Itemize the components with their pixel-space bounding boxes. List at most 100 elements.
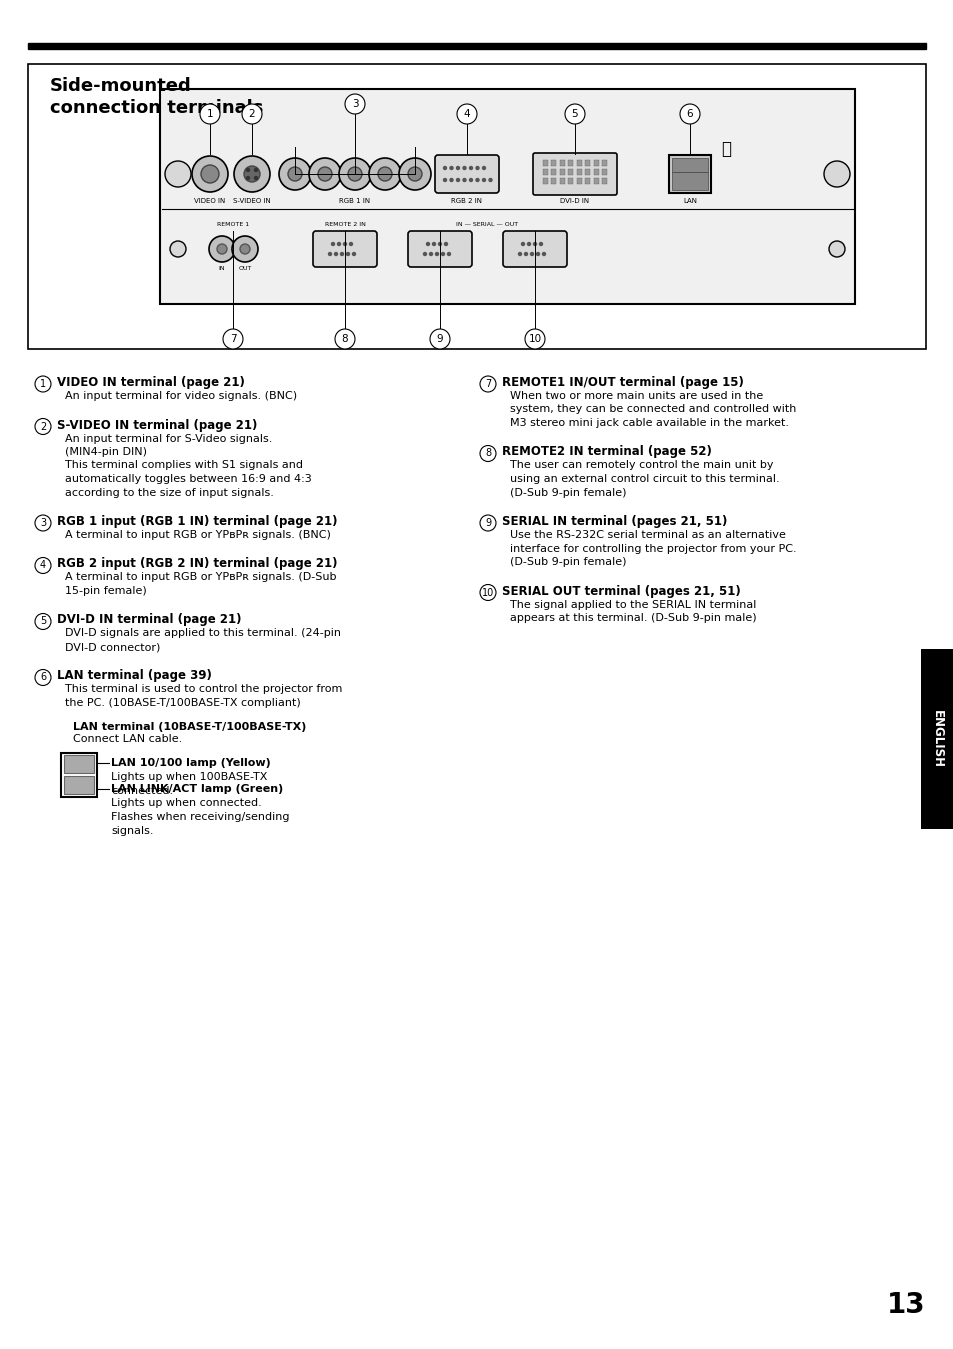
Circle shape [533, 243, 536, 246]
Circle shape [200, 104, 220, 124]
Text: 5: 5 [571, 109, 578, 119]
Text: LAN terminal (page 39): LAN terminal (page 39) [57, 669, 212, 683]
Circle shape [209, 236, 234, 262]
Bar [602, 169, 607, 175]
Circle shape [35, 669, 51, 685]
Text: RGB 2 input (RGB 2 IN) terminal (page 21): RGB 2 input (RGB 2 IN) terminal (page 21… [57, 557, 337, 571]
Circle shape [223, 329, 243, 349]
Circle shape [462, 178, 465, 182]
Circle shape [349, 243, 352, 246]
Circle shape [240, 244, 250, 254]
Text: VIDEO IN terminal (page 21): VIDEO IN terminal (page 21) [57, 376, 245, 389]
Circle shape [345, 94, 365, 115]
Circle shape [521, 243, 524, 246]
Text: LAN 10/100 lamp (Yellow): LAN 10/100 lamp (Yellow) [111, 758, 271, 769]
Circle shape [542, 252, 545, 255]
Text: A terminal to input RGB or YPʙPʀ signals. (BNC): A terminal to input RGB or YPʙPʀ signals… [65, 530, 331, 540]
Text: Lights up when connected.: Lights up when connected. [111, 799, 261, 808]
Circle shape [335, 252, 337, 255]
Circle shape [441, 252, 444, 255]
Text: VIDEO IN: VIDEO IN [194, 198, 226, 204]
Text: ⌔: ⌔ [720, 140, 730, 158]
Circle shape [530, 252, 533, 255]
Text: S-VIDEO IN terminal (page 21): S-VIDEO IN terminal (page 21) [57, 418, 257, 432]
Text: When two or more main units are used in the: When two or more main units are used in … [510, 391, 762, 401]
Text: SERIAL OUT terminal (pages 21, 51): SERIAL OUT terminal (pages 21, 51) [501, 584, 740, 598]
Text: DVI-D connector): DVI-D connector) [65, 642, 160, 652]
FancyBboxPatch shape [533, 152, 617, 196]
Bar [160, 89, 854, 304]
Text: 9: 9 [436, 335, 443, 344]
Bar [28, 43, 925, 49]
Circle shape [328, 252, 331, 255]
Text: This terminal is used to control the projector from: This terminal is used to control the pro… [65, 684, 342, 695]
Bar [577, 169, 581, 175]
Text: RGB 1 input (RGB 1 IN) terminal (page 21): RGB 1 input (RGB 1 IN) terminal (page 21… [57, 515, 337, 527]
Text: LAN terminal (10BASE-T/100BASE-TX): LAN terminal (10BASE-T/100BASE-TX) [73, 722, 306, 731]
Bar [577, 178, 581, 183]
Bar [585, 161, 590, 166]
Circle shape [479, 515, 496, 532]
Text: interface for controlling the projector from your PC.: interface for controlling the projector … [510, 544, 796, 553]
Text: A terminal to input RGB or YPʙPʀ signals. (D-Sub: A terminal to input RGB or YPʙPʀ signals… [65, 572, 336, 583]
Text: Side-mounted: Side-mounted [50, 77, 192, 94]
Circle shape [456, 104, 476, 124]
Text: 9: 9 [484, 518, 491, 527]
Circle shape [438, 243, 441, 246]
Circle shape [432, 243, 435, 246]
Circle shape [823, 161, 849, 188]
Circle shape [192, 156, 228, 192]
Circle shape [309, 158, 340, 190]
Text: OUT: OUT [238, 266, 252, 271]
Text: automatically toggles between 16:9 and 4:3: automatically toggles between 16:9 and 4… [65, 473, 312, 484]
Text: 2: 2 [40, 421, 46, 432]
Text: Connect LAN cable.: Connect LAN cable. [73, 734, 182, 745]
Bar [551, 161, 556, 166]
Text: SERIAL IN terminal (pages 21, 51): SERIAL IN terminal (pages 21, 51) [501, 515, 726, 527]
Text: M3 stereo mini jack cable available in the market.: M3 stereo mini jack cable available in t… [510, 418, 788, 428]
Circle shape [479, 584, 496, 600]
Text: An input terminal for S-Video signals.: An input terminal for S-Video signals. [65, 433, 273, 444]
Bar [61, 753, 97, 796]
Text: 1: 1 [40, 379, 46, 389]
Text: This terminal complies with S1 signals and: This terminal complies with S1 signals a… [65, 460, 303, 471]
Text: the PC. (10BASE-T/100BASE-TX compliant): the PC. (10BASE-T/100BASE-TX compliant) [65, 697, 300, 708]
Circle shape [482, 166, 485, 170]
Circle shape [288, 167, 302, 181]
Circle shape [435, 252, 438, 255]
Text: RGB 1 IN: RGB 1 IN [339, 198, 370, 204]
Text: REMOTE 1: REMOTE 1 [216, 223, 249, 227]
Text: DVI-D IN: DVI-D IN [559, 198, 589, 204]
Circle shape [338, 158, 371, 190]
Text: REMOTE2 IN terminal (page 52): REMOTE2 IN terminal (page 52) [501, 445, 711, 459]
Bar [568, 178, 573, 183]
Circle shape [447, 252, 450, 255]
Circle shape [246, 169, 250, 171]
Text: 4: 4 [463, 109, 470, 119]
Circle shape [429, 252, 432, 255]
Circle shape [476, 178, 478, 182]
FancyBboxPatch shape [502, 231, 566, 267]
Bar [671, 158, 707, 173]
Text: system, they can be connected and controlled with: system, they can be connected and contro… [510, 405, 796, 414]
Circle shape [450, 166, 453, 170]
Text: The signal applied to the SERIAL IN terminal: The signal applied to the SERIAL IN term… [510, 599, 756, 610]
Circle shape [335, 329, 355, 349]
Bar [542, 161, 547, 166]
Text: LAN: LAN [682, 198, 697, 204]
Bar [577, 161, 581, 166]
Circle shape [35, 418, 51, 434]
Circle shape [201, 165, 219, 183]
Circle shape [456, 178, 459, 182]
Bar [542, 169, 547, 175]
Circle shape [518, 252, 521, 255]
Circle shape [343, 243, 346, 246]
Circle shape [254, 169, 257, 171]
Circle shape [233, 156, 270, 192]
Bar [585, 169, 590, 175]
Bar [568, 169, 573, 175]
Circle shape [346, 252, 349, 255]
Text: 15-pin female): 15-pin female) [65, 585, 147, 596]
Text: The user can remotely control the main unit by: The user can remotely control the main u… [510, 460, 773, 471]
Text: (D-Sub 9-pin female): (D-Sub 9-pin female) [510, 557, 626, 567]
